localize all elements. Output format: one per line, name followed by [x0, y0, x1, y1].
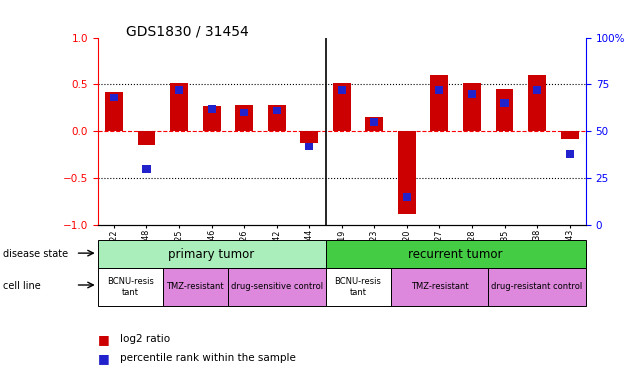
Bar — [142, 165, 151, 172]
Text: disease state: disease state — [3, 249, 68, 259]
Bar — [468, 90, 476, 98]
Bar — [391, 268, 488, 306]
Bar — [203, 106, 220, 131]
Text: BCNU-resis
tant: BCNU-resis tant — [335, 277, 382, 297]
Bar — [435, 86, 444, 94]
Bar — [235, 105, 253, 131]
Bar — [326, 268, 391, 306]
Bar — [365, 117, 383, 131]
Bar — [338, 86, 346, 94]
Bar — [533, 86, 541, 94]
Bar — [110, 94, 118, 101]
Text: TMZ-resistant: TMZ-resistant — [411, 282, 468, 291]
Text: recurrent tumor: recurrent tumor — [408, 248, 503, 261]
Bar — [403, 193, 411, 201]
Bar — [370, 118, 379, 126]
Bar — [561, 131, 578, 139]
Text: drug-sensitive control: drug-sensitive control — [231, 282, 323, 291]
Bar — [566, 150, 574, 158]
Bar — [268, 105, 285, 131]
Bar — [105, 92, 123, 131]
Text: cell line: cell line — [3, 281, 41, 291]
Bar — [305, 142, 313, 150]
Bar — [333, 82, 351, 131]
Bar — [273, 107, 281, 114]
Text: GDS1830 / 31454: GDS1830 / 31454 — [126, 24, 249, 38]
Bar — [207, 105, 215, 112]
Text: TMZ-resistant: TMZ-resistant — [166, 282, 224, 291]
Bar — [463, 82, 481, 131]
Bar — [430, 75, 449, 131]
Text: BCNU-resis
tant: BCNU-resis tant — [106, 277, 154, 297]
Bar — [98, 268, 163, 306]
Text: ■: ■ — [98, 333, 110, 346]
Bar — [170, 82, 188, 131]
Bar — [137, 131, 156, 146]
Text: log2 ratio: log2 ratio — [120, 334, 170, 344]
Bar — [228, 268, 326, 306]
Text: drug-resistant control: drug-resistant control — [491, 282, 583, 291]
Bar — [163, 268, 228, 306]
Bar — [326, 240, 586, 268]
Bar — [528, 75, 546, 131]
Bar — [175, 86, 183, 94]
Bar — [496, 89, 513, 131]
Bar — [301, 131, 318, 144]
Text: ■: ■ — [98, 352, 110, 364]
Bar — [398, 131, 416, 214]
Bar — [488, 268, 586, 306]
Bar — [98, 240, 326, 268]
Text: primary tumor: primary tumor — [168, 248, 255, 261]
Bar — [500, 99, 508, 107]
Bar — [240, 109, 248, 116]
Text: percentile rank within the sample: percentile rank within the sample — [120, 353, 295, 363]
